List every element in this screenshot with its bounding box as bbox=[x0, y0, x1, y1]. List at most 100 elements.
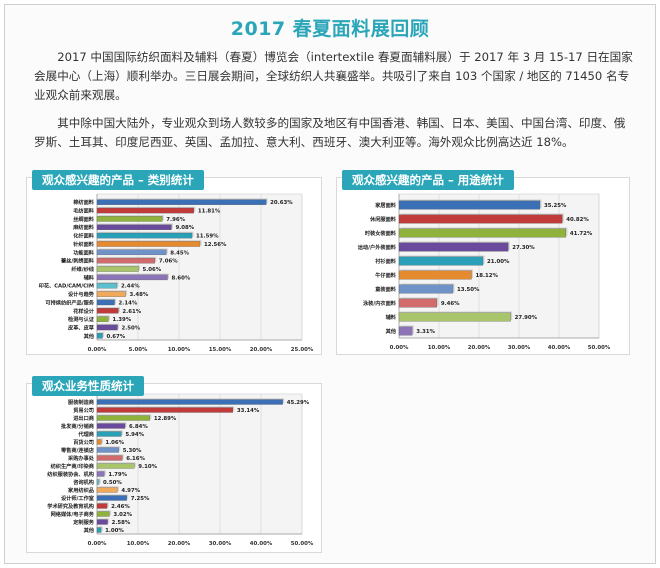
category-label: 化纤面料 bbox=[73, 232, 95, 240]
category-label: 学术研究及教育机构 bbox=[47, 502, 94, 510]
bar bbox=[96, 257, 156, 264]
category-label: 泳装/内衣面料 bbox=[363, 299, 397, 307]
data-label: 0.50% bbox=[103, 480, 122, 486]
data-label: 6.16% bbox=[126, 456, 145, 462]
data-label: 2.61% bbox=[122, 309, 141, 315]
data-label: 9.46% bbox=[441, 301, 460, 307]
category-label: 毛纺面料 bbox=[73, 207, 95, 215]
data-label: 1.06% bbox=[105, 440, 124, 446]
x-tick-label: 0.00% bbox=[88, 347, 107, 353]
bar bbox=[96, 495, 127, 501]
data-label: 8.45% bbox=[170, 250, 189, 256]
data-label: 27.30% bbox=[512, 245, 535, 251]
data-label: 3.02% bbox=[113, 512, 132, 518]
chart-title-business: 观众业务性质统计 bbox=[32, 376, 144, 396]
bar bbox=[96, 299, 115, 306]
x-tick-label: 20.00% bbox=[468, 345, 491, 351]
data-label: 2.44% bbox=[121, 284, 140, 290]
chart-panel-category: 0.00% 5.00% 10.00% 15.00% 20.00% 25.00% 棉纺面料 20… bbox=[26, 177, 322, 355]
data-label: 9.08% bbox=[175, 225, 194, 231]
category-label: 针织面料 bbox=[73, 240, 95, 248]
data-label: 1.79% bbox=[108, 472, 127, 478]
bar bbox=[96, 399, 283, 405]
data-label: 2.14% bbox=[119, 300, 138, 306]
bar bbox=[96, 511, 110, 517]
bar bbox=[96, 324, 118, 331]
x-tick-label: 30.00% bbox=[508, 345, 531, 351]
x-tick-label: 0.00% bbox=[390, 345, 409, 351]
category-label: 零售商/连锁店 bbox=[60, 446, 94, 454]
bar bbox=[96, 266, 139, 272]
category-label: 代理商 bbox=[77, 430, 94, 438]
data-label: 7.96% bbox=[166, 217, 185, 223]
bar bbox=[96, 431, 122, 437]
category-label: 蕾丝/刺绣面料 bbox=[61, 257, 95, 265]
bar bbox=[96, 333, 103, 339]
bar bbox=[96, 224, 172, 230]
x-tick-label: 20.00% bbox=[168, 541, 191, 547]
category-label: 咨询机构 bbox=[73, 478, 94, 486]
bar bbox=[96, 447, 119, 453]
x-tick-label: 50.00% bbox=[588, 345, 611, 351]
category-label: 印花、CAD/CAM/CIM bbox=[39, 282, 94, 290]
category-label: 百货公司 bbox=[73, 438, 94, 446]
data-label: 0.67% bbox=[106, 334, 125, 340]
bar bbox=[398, 298, 437, 308]
bar bbox=[96, 487, 118, 493]
bar bbox=[96, 308, 119, 314]
data-label: 18.12% bbox=[475, 273, 498, 279]
chart-category: 0.00% 5.00% 10.00% 15.00% 20.00% 25.00% 棉纺面料 20… bbox=[39, 193, 314, 353]
data-label: 1.39% bbox=[112, 317, 131, 323]
data-label: 11.81% bbox=[198, 209, 221, 215]
x-tick-label: 5.00% bbox=[129, 347, 148, 353]
category-label: 功能面料 bbox=[73, 248, 95, 256]
data-label: 40.82% bbox=[566, 217, 589, 223]
category-label: 其他 bbox=[84, 526, 95, 534]
category-label: 检测与认证 bbox=[68, 315, 95, 323]
data-label: 12.89% bbox=[154, 416, 177, 422]
data-label: 21.00% bbox=[487, 259, 510, 265]
category-label: 丝绸面料 bbox=[73, 215, 95, 223]
bar bbox=[398, 270, 472, 280]
bar bbox=[96, 479, 100, 485]
data-label: 12.56% bbox=[204, 242, 227, 248]
x-tick-label: 20.00% bbox=[250, 347, 273, 353]
bar bbox=[398, 214, 563, 224]
bar bbox=[96, 463, 135, 469]
data-label: 2.50% bbox=[122, 325, 141, 331]
data-label: 8.60% bbox=[172, 275, 191, 281]
category-label: 辅料 bbox=[84, 273, 95, 281]
category-label: 设计师/工作室 bbox=[61, 494, 94, 502]
category-label: 牛仔面料 bbox=[375, 271, 397, 279]
data-label: 2.46% bbox=[111, 504, 130, 510]
chart-panel-business: 0.00% 10.00% 20.00% 30.00% 40.00% 50.00% 服装制造商… bbox=[26, 383, 322, 553]
bar bbox=[398, 228, 567, 238]
chart-usage: 0.00% 10.00% 20.00% 30.00% 40.00% 50.00% 家居面料 3… bbox=[358, 193, 611, 351]
bar bbox=[96, 519, 108, 525]
intro-paragraph: 2017 中国国际纺织面料及辅料（春夏）博览会（intertextile 春夏面… bbox=[34, 50, 633, 102]
category-label: 麻纺面料 bbox=[72, 223, 95, 231]
data-label: 5.94% bbox=[125, 432, 144, 438]
visitor-paragraph: 其中除中国大陆外，专业观众到场人数较多的国家及地区有中国香港、韩国、日本、美国、… bbox=[34, 116, 626, 149]
bar bbox=[96, 407, 234, 413]
category-label: 纺织生产商/印染商 bbox=[51, 462, 94, 470]
x-tick-label: 25.00% bbox=[291, 347, 314, 353]
bar bbox=[398, 200, 541, 210]
category-label: 其他 bbox=[84, 332, 95, 340]
page-title: 2017 春夏面料展回顾 bbox=[230, 18, 430, 40]
data-label: 35.25% bbox=[544, 203, 567, 209]
category-label: 休闲服面料 bbox=[369, 215, 397, 223]
data-label: 3.48% bbox=[130, 292, 149, 298]
bar bbox=[96, 316, 109, 322]
category-label: 皮革、皮草 bbox=[67, 323, 95, 331]
category-label: 其他 bbox=[386, 327, 397, 335]
bar bbox=[398, 242, 509, 252]
bar bbox=[398, 326, 413, 336]
category-label: 家居面料 bbox=[375, 201, 397, 209]
bar bbox=[96, 471, 105, 477]
data-label: 1.00% bbox=[105, 528, 124, 534]
bar bbox=[96, 415, 150, 421]
category-label: 采购办事处 bbox=[68, 454, 95, 462]
category-label: 可持续纺织产品/服务 bbox=[45, 298, 94, 306]
data-label: 27.90% bbox=[515, 315, 538, 321]
